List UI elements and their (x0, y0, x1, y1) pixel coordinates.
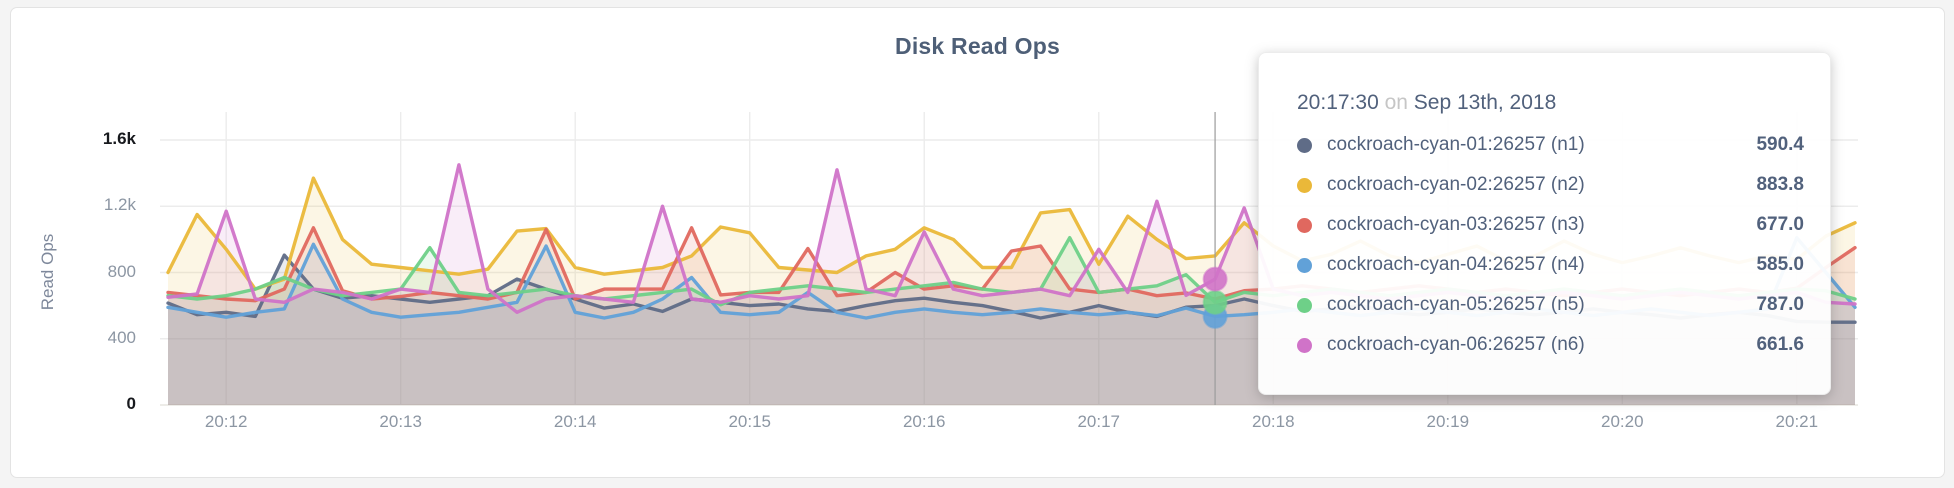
x-tick-label: 20:13 (379, 412, 422, 431)
tooltip-time: 20:17:30 (1297, 91, 1379, 114)
x-tick-label: 20:15 (728, 412, 771, 431)
tooltip-series-name: cockroach-cyan-04:26257 (n4) (1327, 254, 1585, 275)
x-tick-label: 20:21 (1775, 412, 1819, 431)
y-tick-label: 400 (107, 327, 136, 347)
x-tick-label: 20:20 (1601, 412, 1644, 431)
x-tick-label: 20:12 (204, 412, 248, 431)
tooltip-series-value: 677.0 (1756, 214, 1804, 235)
x-tick-label: 20:14 (553, 412, 597, 431)
series-color-dot-icon (1297, 137, 1312, 153)
tooltip-series-name: cockroach-cyan-06:26257 (n6) (1327, 334, 1585, 355)
x-tick-label: 20:18 (1251, 412, 1295, 431)
tooltip-series-value: 661.6 (1756, 334, 1804, 355)
tooltip-series-name: cockroach-cyan-02:26257 (n2) (1327, 174, 1585, 195)
y-tick-label: 1.2k (103, 195, 136, 215)
y-tick-label: 800 (107, 261, 136, 281)
tooltip-series-value: 787.0 (1756, 294, 1804, 315)
tooltip-row-n6: cockroach-cyan-06:26257 (n6) 661.6 (1297, 325, 1804, 365)
y-tick-label: 0 (126, 394, 136, 413)
series-color-dot-icon (1297, 217, 1312, 233)
tooltip-row-n3: cockroach-cyan-03:26257 (n3) 677.0 (1297, 205, 1804, 245)
x-tick-label: 20:16 (902, 412, 946, 431)
tooltip-series-value: 590.4 (1756, 134, 1804, 155)
tooltip-row-n2: cockroach-cyan-02:26257 (n2) 883.8 (1297, 165, 1804, 205)
tooltip-series-value: 585.0 (1756, 254, 1804, 275)
tooltip-rows: cockroach-cyan-01:26257 (n1) 590.4 cockroa… (1297, 125, 1804, 365)
tooltip-row-n5: cockroach-cyan-05:26257 (n5) 787.0 (1297, 285, 1804, 325)
tooltip-row-n1: cockroach-cyan-01:26257 (n1) 590.4 (1297, 125, 1804, 165)
series-color-dot-icon (1297, 177, 1312, 193)
tooltip-series-value: 883.8 (1756, 174, 1804, 195)
x-tick-label: 20:17 (1077, 412, 1121, 431)
tooltip-row-n4: cockroach-cyan-04:26257 (n4) 585.0 (1297, 245, 1804, 285)
hover-dot-n5 (1202, 289, 1228, 315)
hover-tooltip: 20:17:30 on Sep 13th, 2018 cockroach-cya… (1258, 52, 1831, 395)
tooltip-header: 20:17:30 on Sep 13th, 2018 (1297, 91, 1804, 115)
series-color-dot-icon (1297, 297, 1312, 313)
tooltip-series-name: cockroach-cyan-01:26257 (n1) (1327, 134, 1585, 155)
tooltip-connector: on (1384, 91, 1408, 114)
tooltip-date: Sep 13th, 2018 (1413, 91, 1557, 114)
series-color-dot-icon (1297, 257, 1312, 273)
series-color-dot-icon (1297, 337, 1312, 353)
x-tick-label: 20:19 (1426, 412, 1470, 431)
tooltip-series-name: cockroach-cyan-03:26257 (n3) (1327, 214, 1585, 235)
chart-title: Disk Read Ops (895, 33, 1060, 59)
y-tick-label: 1.6k (102, 129, 136, 148)
hover-dot-n6 (1202, 266, 1228, 292)
tooltip-series-name: cockroach-cyan-05:26257 (n5) (1327, 294, 1585, 315)
